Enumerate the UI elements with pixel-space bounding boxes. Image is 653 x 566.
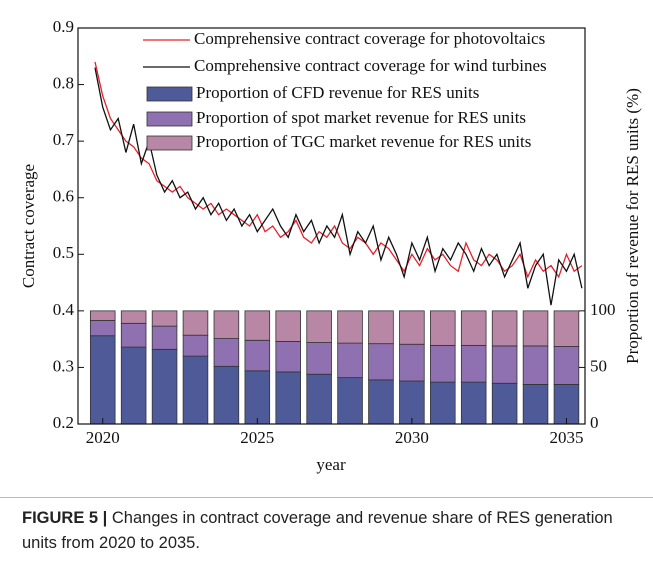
bar-segment — [522, 310, 549, 347]
bar-segment — [182, 355, 209, 425]
y-tick-label: 0.8 — [53, 73, 74, 92]
bar-segment — [120, 322, 147, 348]
y2-tick-label: 100 — [590, 300, 616, 319]
bar-segment — [306, 310, 332, 343]
bar-segment — [399, 310, 425, 345]
legend-swatch — [146, 86, 193, 102]
line-series — [94, 67, 583, 306]
legend-label: Proportion of spot market revenue for RE… — [196, 108, 526, 127]
bar-segment — [491, 382, 518, 425]
bar-segment — [460, 344, 487, 383]
bar-segment — [460, 310, 487, 346]
bar-segment — [337, 310, 363, 344]
separator — [0, 497, 653, 498]
bar-segment — [89, 310, 116, 321]
bar-segment — [399, 343, 425, 382]
bar-segment — [399, 380, 425, 425]
bar-segment — [491, 345, 518, 384]
bar-segment — [89, 320, 116, 337]
chart: Contract coverage year Proportion of rev… — [19, 17, 642, 474]
y-tick-label: 0.3 — [53, 356, 74, 375]
legend-label: Proportion of CFD revenue for RES units — [196, 83, 479, 102]
legend-label: Comprehensive contract coverage for wind… — [194, 56, 547, 75]
x-tick-label: 2020 — [86, 428, 120, 447]
bar-segment — [368, 310, 394, 345]
bar-segment — [460, 381, 487, 425]
y-tick-label: 0.7 — [53, 130, 75, 149]
y2-tick-label: 0 — [590, 413, 599, 432]
y-tick-label: 0.2 — [53, 413, 74, 432]
y-tick-label: 0.5 — [53, 243, 74, 262]
bar-segment — [275, 341, 301, 373]
bar-segment — [553, 346, 580, 385]
legend-swatch — [146, 135, 193, 151]
bar-segment — [244, 339, 271, 372]
x-axis-label: year — [316, 455, 346, 474]
bar-segment — [275, 371, 301, 425]
plot-frame — [77, 27, 586, 425]
bar-segment — [244, 310, 271, 341]
bar-segment — [275, 310, 301, 342]
bar-segment — [553, 310, 580, 347]
bar-segment — [306, 373, 332, 425]
bar-segment — [213, 365, 240, 425]
y-axis-label: Contract coverage — [19, 164, 38, 288]
caption: FIGURE 5 | Changes in contract coverage … — [22, 506, 632, 556]
x-tick-label: 2035 — [549, 428, 583, 447]
legend-label: Proportion of TGC market revenue for RES… — [196, 132, 531, 151]
bar-segment — [306, 342, 332, 375]
x-tick-label: 2030 — [395, 428, 429, 447]
bar-segment — [522, 383, 549, 425]
bar-segment — [213, 310, 240, 339]
bar-segment — [337, 377, 363, 425]
bar-segment — [368, 343, 394, 381]
bar-segment — [244, 370, 271, 425]
bar-segment — [151, 310, 178, 327]
bar-segment — [337, 342, 363, 379]
bar-segment — [522, 345, 549, 385]
y-tick-label: 0.9 — [53, 17, 74, 36]
bar-segment — [182, 334, 209, 357]
y-tick-label: 0.6 — [53, 187, 74, 206]
y2-tick-label: 50 — [590, 356, 607, 375]
legend-label: Comprehensive contract coverage for phot… — [194, 29, 545, 48]
bar-segment — [120, 346, 147, 425]
bar-segment — [368, 379, 394, 425]
bar-segment — [430, 344, 456, 383]
caption-text: Changes in contract coverage and revenue… — [22, 509, 613, 552]
y2-axis-label: Proportion of revenue for RES units (%) — [623, 88, 642, 364]
bar-segment — [89, 335, 116, 425]
bar-segment — [151, 348, 178, 425]
bar-segment — [430, 310, 456, 346]
bar-segment — [213, 338, 240, 367]
y-tick-label: 0.4 — [53, 300, 75, 319]
bar-segment — [120, 310, 147, 324]
bar-segment — [491, 310, 518, 347]
legend-swatch — [146, 111, 193, 127]
bar-segment — [151, 325, 178, 350]
x-tick-label: 2025 — [240, 428, 274, 447]
caption-label: FIGURE 5 | — [22, 509, 108, 527]
bar-segment — [182, 310, 209, 336]
bar-segment — [553, 383, 580, 425]
bar-segment — [430, 381, 456, 425]
